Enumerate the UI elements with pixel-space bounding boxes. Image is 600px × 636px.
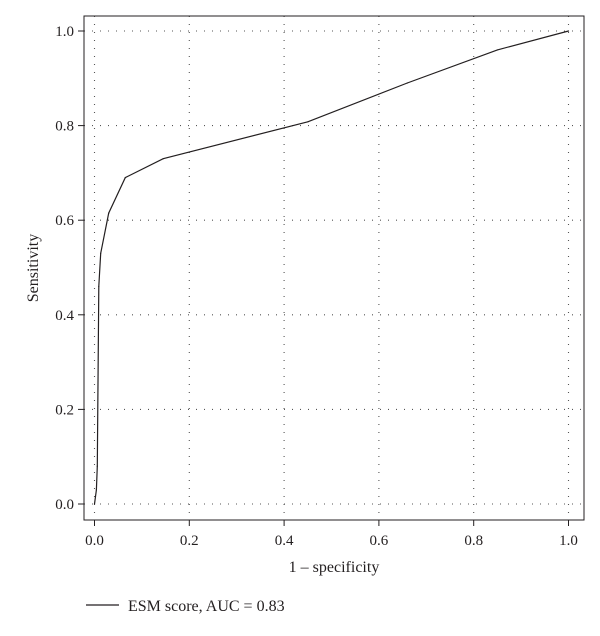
- roc-curve-vertex: [93, 503, 96, 505]
- roc-curve-vertex: [307, 121, 309, 123]
- x-axis-title: 1 – specificity: [289, 559, 380, 576]
- roc-curve-vertex: [496, 49, 498, 51]
- axis-ticks: 0.0 0.2 0.4 0.6 0.8 1.0 0.0 0.2 0.4 0.6 0.8 1.0: [55, 24, 578, 549]
- roc-curve-vertex: [100, 252, 102, 254]
- x-tick-label: 0.2: [180, 533, 199, 549]
- y-tick-label: 0.8: [55, 119, 74, 135]
- y-tick-label: 0.6: [55, 213, 74, 229]
- y-tick-label: 0.4: [55, 308, 74, 324]
- x-tick-label: 0.6: [370, 533, 389, 549]
- legend-label: ESM score, AUC = 0.83: [128, 598, 285, 615]
- roc-curve-vertex: [124, 177, 126, 179]
- roc-curve-vertex: [95, 489, 97, 491]
- roc-curve-line: [93, 30, 569, 505]
- roc-curve-vertex: [98, 285, 100, 288]
- y-axis-title: Sensitivity: [25, 234, 42, 302]
- y-tick-label: 0.2: [55, 402, 74, 418]
- x-tick-label: 0.4: [275, 533, 294, 549]
- x-tick-label: 1.0: [559, 533, 578, 549]
- legend: ESM score, AUC = 0.83: [86, 598, 285, 615]
- series-layer: [93, 30, 570, 505]
- roc-curve-vertex: [567, 30, 570, 32]
- x-tick-label: 0.0: [85, 533, 104, 549]
- y-tick-label: 0.0: [55, 497, 74, 513]
- roc-curve-vertex: [108, 212, 110, 214]
- roc-curve-vertex: [96, 465, 98, 467]
- y-tick-label: 1.0: [55, 24, 74, 40]
- x-tick-label: 0.8: [464, 533, 483, 549]
- roc-curve-vertex: [162, 158, 164, 160]
- roc-curve-vertex: [406, 82, 408, 84]
- grid: [84, 16, 584, 520]
- plot-frame: [83, 15, 585, 521]
